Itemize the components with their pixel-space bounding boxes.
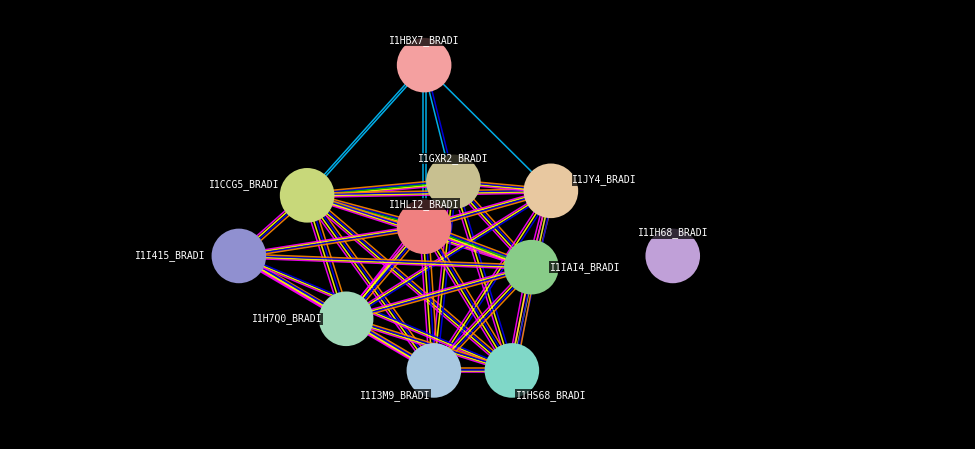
Text: I1I3M9_BRADI: I1I3M9_BRADI — [360, 390, 430, 401]
Ellipse shape — [485, 343, 539, 398]
Text: I1HLI2_BRADI: I1HLI2_BRADI — [389, 199, 459, 210]
Text: I1H7Q0_BRADI: I1H7Q0_BRADI — [253, 313, 323, 324]
Ellipse shape — [504, 240, 559, 295]
Ellipse shape — [397, 38, 451, 92]
Ellipse shape — [426, 154, 481, 209]
Ellipse shape — [407, 343, 461, 398]
Text: I1HS68_BRADI: I1HS68_BRADI — [516, 390, 586, 401]
Text: I1IAI4_BRADI: I1IAI4_BRADI — [550, 262, 620, 273]
Text: I1IH68_BRADI: I1IH68_BRADI — [638, 227, 708, 238]
Ellipse shape — [397, 199, 451, 254]
Text: I1I415_BRADI: I1I415_BRADI — [136, 251, 206, 261]
Ellipse shape — [319, 291, 373, 346]
Ellipse shape — [645, 229, 700, 283]
Text: I1GXR2_BRADI: I1GXR2_BRADI — [418, 153, 488, 164]
Text: I1HBX7_BRADI: I1HBX7_BRADI — [389, 35, 459, 46]
Text: I1CCG5_BRADI: I1CCG5_BRADI — [209, 179, 279, 189]
Ellipse shape — [280, 168, 334, 223]
Text: I1JY4_BRADI: I1JY4_BRADI — [572, 174, 637, 185]
Ellipse shape — [524, 163, 578, 218]
Ellipse shape — [212, 229, 266, 283]
